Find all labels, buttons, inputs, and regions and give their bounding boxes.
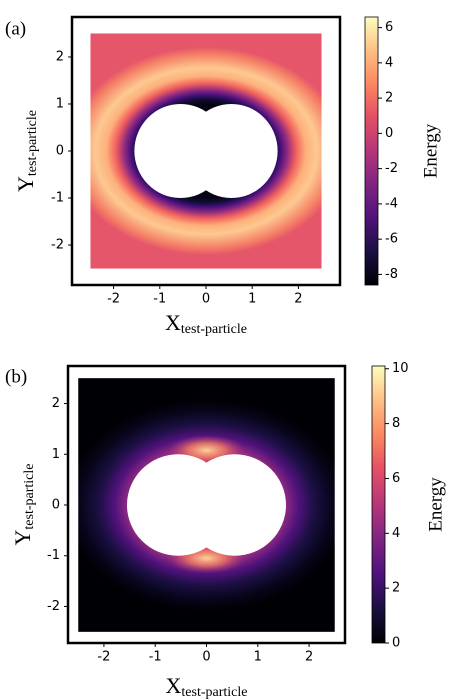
y-tick-label: 2	[52, 396, 60, 411]
panel: -2 -1 0 1 2-2-1012(a)Xtest-particleYtest-par…	[5, 15, 441, 337]
x-tick-label: 0	[202, 650, 210, 665]
colorbar-tick-label: 8	[392, 416, 400, 431]
panel-label: (b)	[5, 366, 27, 387]
y-tick-label: -1	[47, 548, 60, 563]
panel-label: (a)	[5, 18, 26, 39]
colorbar-tick-label: -6	[385, 232, 398, 247]
colorbar-tick-label: 2	[392, 581, 400, 596]
y-tick-label: -2	[51, 238, 64, 253]
y-tick-label: -1	[51, 191, 64, 206]
colorbar-label: Energy	[420, 123, 441, 178]
x-tick-label: 2	[305, 650, 313, 665]
colorbar-label: Energy	[425, 477, 446, 532]
x-tick-label: 0	[202, 292, 210, 307]
x-tick-label: 2	[294, 292, 302, 307]
x-label-sub: test-particle	[181, 322, 247, 337]
x-axis-label: Xtest-particle	[166, 673, 248, 700]
x-axis-label: Xtest-particle	[165, 310, 247, 337]
colorbar-tick-label: 6	[385, 20, 393, 35]
y-tick-label: 0	[52, 498, 60, 513]
y-label-main: Y	[13, 176, 38, 192]
x-tick-label: -2	[107, 292, 120, 307]
colorbar-tick-label: 2	[385, 91, 393, 106]
colorbar-tick-label: 0	[385, 126, 393, 141]
x-label-main: X	[165, 310, 181, 335]
excluded-region	[183, 454, 287, 556]
colorbar-tick-label: -4	[385, 196, 398, 211]
x-tick-label: 1	[254, 650, 262, 665]
y-label-main: Y	[10, 529, 35, 545]
colorbar-tick-label: 10	[392, 361, 409, 376]
colorbar-tick-label: 4	[385, 55, 393, 70]
colorbar-tick-label: 6	[392, 471, 400, 486]
colorbar-tick-label: 4	[392, 526, 400, 541]
colorbar	[364, 16, 379, 286]
y-tick-label: 2	[56, 49, 64, 64]
y-tick-label: 0	[56, 144, 64, 159]
x-tick-label: -1	[153, 292, 166, 307]
panel: -2 -1 0 1 2-2-1012(b)Xtest-particleYtest-par…	[5, 361, 446, 700]
x-tick-label: -1	[149, 650, 162, 665]
x-tick-label: 1	[248, 292, 256, 307]
excluded-region	[185, 103, 278, 199]
y-label-sub: test-particle	[22, 464, 37, 530]
colorbar-tick-label: 0	[392, 636, 400, 651]
y-tick-label: 1	[52, 447, 60, 462]
x-tick-label: -2	[97, 650, 110, 665]
colorbar-tick-label: -2	[385, 161, 398, 176]
y-tick-label: -2	[47, 599, 60, 614]
colorbar-tick-label: -8	[385, 267, 398, 282]
colorbar	[371, 365, 386, 644]
y-axis-label: Ytest-particle	[10, 464, 37, 546]
x-label-main: X	[166, 673, 182, 698]
y-axis-label: Ytest-particle	[13, 110, 40, 192]
y-tick-label: 1	[56, 96, 64, 111]
x-label-sub: test-particle	[181, 685, 247, 700]
y-label-sub: test-particle	[25, 110, 40, 176]
